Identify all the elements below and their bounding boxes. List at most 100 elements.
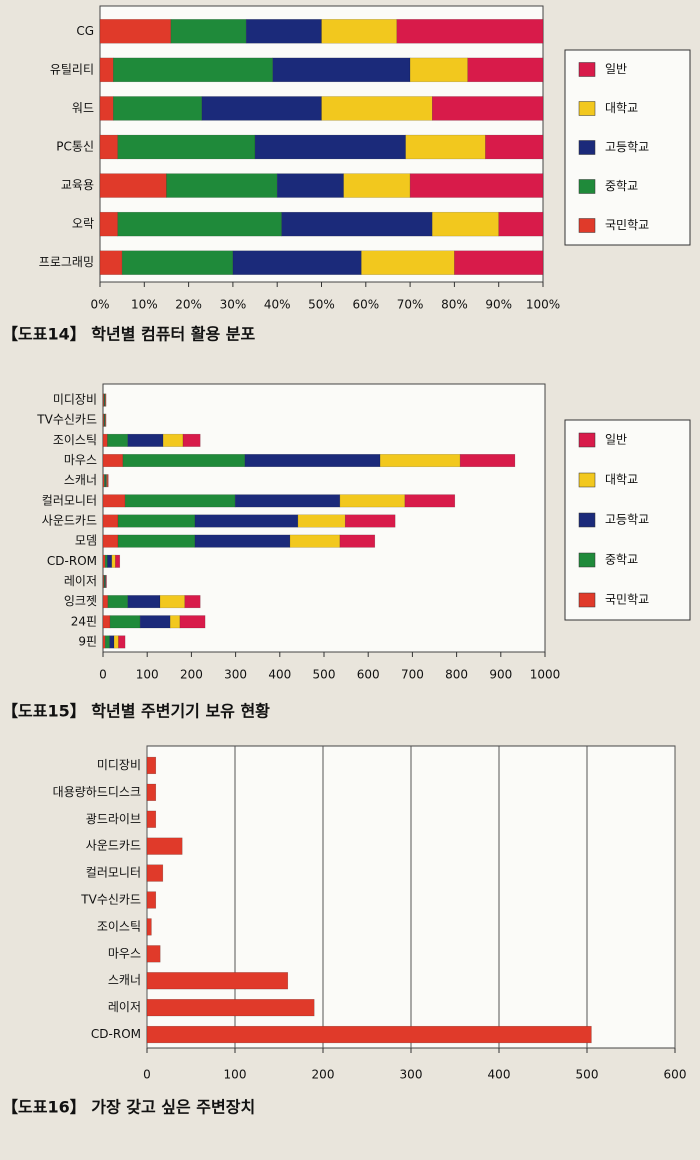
- bar-segment: [232, 250, 362, 275]
- bar-segment: [102, 514, 119, 528]
- bar: [146, 918, 152, 936]
- bar-segment: [102, 595, 109, 609]
- category-label: 24핀: [71, 614, 97, 628]
- category-label: 컬러모니터: [42, 493, 97, 507]
- legend-label: 일반: [605, 62, 627, 76]
- x-tick-label: 400: [488, 1068, 511, 1082]
- bar-segment: [405, 134, 486, 160]
- bar-segment: [432, 211, 499, 237]
- bar: [146, 1025, 592, 1044]
- bar-segment: [361, 250, 455, 275]
- bar-segment: [194, 514, 299, 528]
- x-tick-label: 80%: [441, 298, 468, 312]
- bar-segment: [159, 595, 186, 609]
- bar-segment: [379, 454, 461, 468]
- category-label: 스캐너: [108, 973, 141, 987]
- bar-segment: [254, 134, 406, 160]
- x-tick-label: 0%: [90, 298, 109, 312]
- bar: [146, 783, 157, 801]
- bar-segment: [109, 615, 141, 629]
- legend-label: 중학교: [605, 179, 638, 193]
- chart-title: 【도표15】 학년별 주변기기 보유 현황: [2, 702, 270, 721]
- bar: [146, 945, 161, 963]
- bar-segment: [467, 57, 544, 83]
- x-tick-label: 400: [268, 668, 291, 682]
- bar-segment: [102, 494, 126, 508]
- bar: [146, 999, 315, 1017]
- legend-label: 중학교: [605, 553, 638, 567]
- bar: [146, 972, 289, 990]
- bar-segment: [104, 554, 108, 568]
- category-label: 미디장비: [97, 758, 141, 772]
- legend-label: 대학교: [605, 473, 638, 487]
- bar-segment: [339, 494, 406, 508]
- legend-label: 국민학교: [605, 218, 649, 232]
- legend-label: 국민학교: [605, 593, 649, 607]
- bar-segment: [99, 134, 118, 160]
- bar-segment: [122, 454, 246, 468]
- chart-title: 【도표14】 학년별 컴퓨터 활용 분포: [2, 325, 255, 344]
- bar-segment: [107, 554, 113, 568]
- bar-segment: [244, 454, 381, 468]
- bar-segment: [107, 433, 129, 447]
- x-tick-label: 300: [224, 668, 247, 682]
- category-label: 유틸리티: [50, 62, 94, 76]
- x-tick-label: 100: [224, 1068, 247, 1082]
- bar-segment: [281, 211, 433, 237]
- bar-segment: [201, 96, 322, 121]
- legend-label: 고등학교: [605, 140, 649, 154]
- bar-segment: [166, 173, 278, 198]
- category-label: 미디장비: [53, 393, 97, 407]
- bar-segment: [99, 250, 123, 275]
- legend-swatch: [578, 140, 596, 155]
- category-label: TV수신카드: [80, 893, 141, 907]
- category-label: 레이저: [64, 574, 97, 588]
- bar-segment: [109, 635, 115, 649]
- legend-swatch: [578, 101, 596, 116]
- category-label: 교육용: [61, 178, 94, 192]
- bar-segment: [162, 433, 184, 447]
- bar-segment: [245, 19, 322, 44]
- bar-segment: [234, 494, 341, 508]
- legend-swatch: [578, 592, 596, 608]
- bar-segment: [121, 250, 234, 275]
- x-tick-label: 0: [99, 668, 107, 682]
- x-tick-label: 100: [136, 668, 159, 682]
- bar-segment: [127, 595, 161, 609]
- bar: [146, 837, 183, 855]
- x-tick-label: 600: [357, 668, 380, 682]
- bar-segment: [115, 554, 121, 568]
- x-tick-label: 600: [664, 1068, 687, 1082]
- bar-segment: [117, 134, 256, 160]
- bar-segment: [107, 595, 129, 609]
- x-tick-label: 30%: [220, 298, 247, 312]
- x-tick-label: 500: [576, 1068, 599, 1082]
- x-tick-label: 700: [401, 668, 424, 682]
- bar-segment: [396, 19, 544, 44]
- category-label: 워드: [72, 101, 94, 115]
- bar-segment: [117, 211, 282, 237]
- legend-swatch: [578, 218, 596, 233]
- bar-segment: [432, 96, 544, 121]
- legend-label: 일반: [605, 433, 627, 447]
- legend-swatch: [578, 432, 596, 448]
- category-label: 스캐너: [64, 473, 97, 487]
- x-tick-label: 40%: [264, 298, 291, 312]
- bar-segment: [184, 595, 201, 609]
- bar-segment: [127, 433, 164, 447]
- bar-segment: [102, 615, 111, 629]
- bar-segment: [289, 534, 341, 548]
- category-label: CG: [76, 24, 94, 38]
- category-label: CD-ROM: [91, 1027, 141, 1041]
- chart-title: 【도표16】 가장 갖고 싶은 주변장치: [2, 1098, 255, 1117]
- x-tick-label: 90%: [485, 298, 512, 312]
- category-label: PC통신: [56, 140, 94, 154]
- bar-segment: [276, 173, 344, 198]
- x-tick-label: 300: [400, 1068, 423, 1082]
- category-label: 9핀: [78, 634, 97, 648]
- bar-segment: [321, 19, 398, 44]
- bar-segment: [102, 554, 106, 568]
- bar-segment: [102, 534, 119, 548]
